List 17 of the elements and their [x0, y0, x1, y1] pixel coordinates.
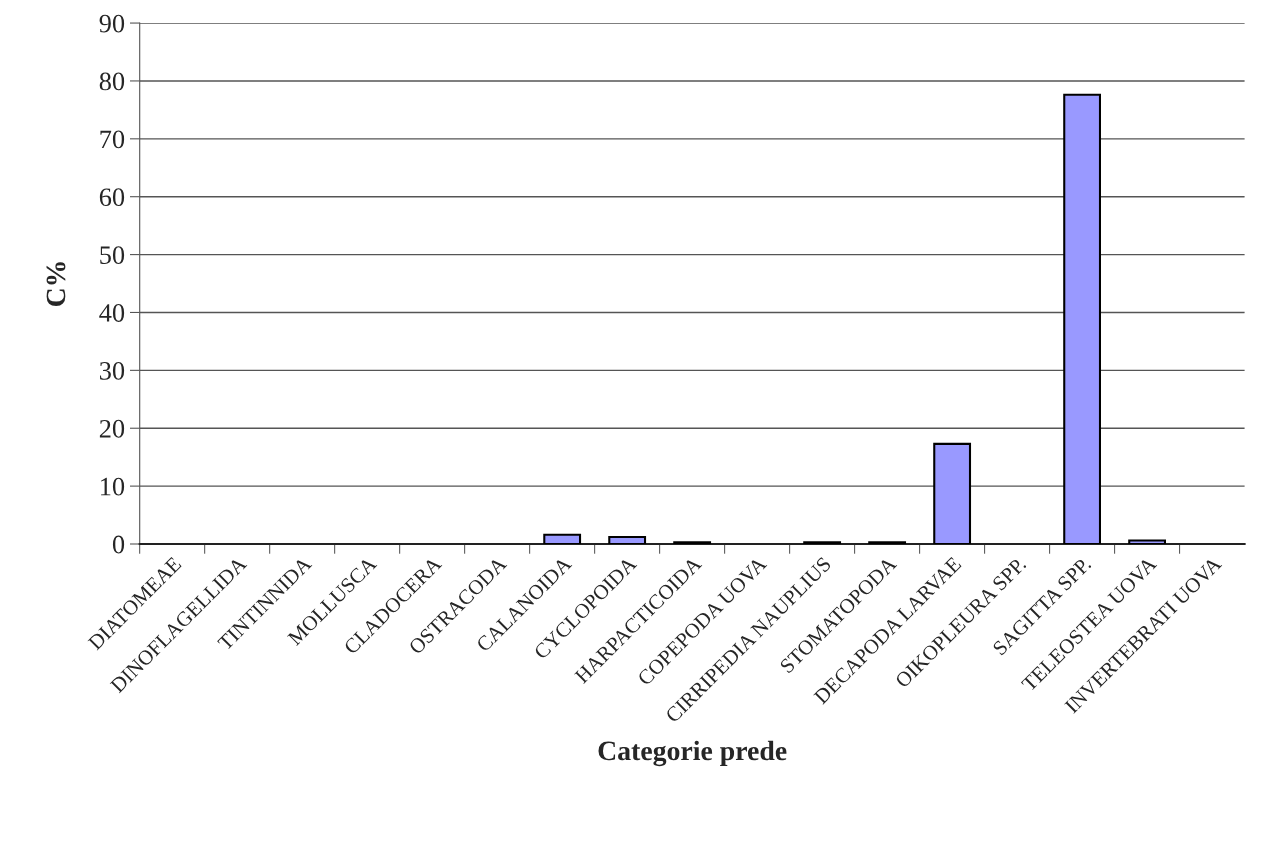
y-tick-label: 70: [100, 130, 125, 149]
bar: [608, 536, 647, 544]
y-tick-label: 60: [99, 188, 125, 207]
y-tick-label: 20: [99, 419, 125, 438]
y-tick-label: 10: [101, 477, 125, 496]
y-tick-label: 0: [112, 535, 125, 554]
y-tick-label: 50: [100, 246, 125, 264]
bar: [933, 442, 972, 544]
bar: [1128, 539, 1167, 544]
bar: [1063, 93, 1102, 544]
y-tick-label: 80: [99, 72, 125, 91]
y-tick-label: 30: [99, 361, 125, 380]
y-tick-label: 40: [99, 304, 125, 322]
y-tick-label: 90: [99, 14, 125, 33]
y-axis-title: C%: [46, 262, 66, 307]
bar: [543, 533, 582, 544]
x-axis-title: Categorie prede: [598, 740, 787, 767]
